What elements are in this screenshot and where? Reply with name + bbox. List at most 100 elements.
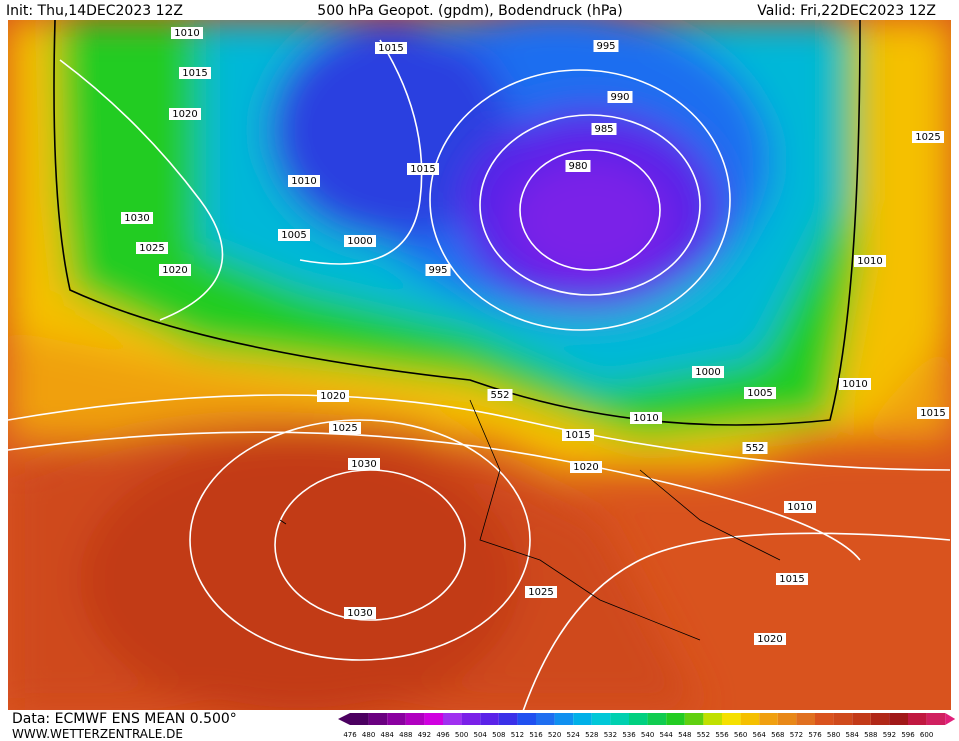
colorbar-arrow-left xyxy=(338,713,350,725)
colorbar-label: 532 xyxy=(604,731,617,739)
colorbar-swatch xyxy=(461,713,481,725)
colorbar-swatch xyxy=(647,713,667,725)
colorbar-label: 512 xyxy=(511,731,524,739)
isobar-label: 1025 xyxy=(915,132,940,143)
colorbar-label: 540 xyxy=(641,731,654,739)
colorbar-swatch xyxy=(480,713,499,725)
colorbar-label: 508 xyxy=(492,731,505,739)
isobar-label: 1005 xyxy=(281,230,306,241)
isobar-label: 552 xyxy=(490,390,509,401)
isobar-label-box xyxy=(754,633,786,645)
isobar-label-box xyxy=(570,461,602,473)
map-title: 500 hPa Geopot. (gpdm), Bodendruck (hPa) xyxy=(317,3,622,19)
colorbar-label: 560 xyxy=(734,731,747,739)
isobar-label-box xyxy=(121,212,153,224)
isobar-label-box xyxy=(487,389,513,401)
site-name: WWW.WETTERZENTRALE.DE xyxy=(12,727,183,741)
isobar-label-box xyxy=(317,390,349,402)
colorbar-label: 536 xyxy=(622,731,636,739)
colorbar-swatch xyxy=(703,713,722,725)
colorbar-swatch xyxy=(740,713,760,725)
colorbar-swatch xyxy=(796,713,815,725)
colorbar-label: 576 xyxy=(808,731,822,739)
colorbar-swatch xyxy=(870,713,890,725)
isobar-label: 985 xyxy=(594,124,613,135)
isobar-label: 1010 xyxy=(857,256,882,267)
isobar-label-box xyxy=(344,607,376,619)
isobar-label: 1030 xyxy=(124,213,149,224)
isobar-label-box xyxy=(136,242,168,254)
colorbar-swatch xyxy=(666,713,685,725)
isobar-label: 1015 xyxy=(920,408,945,419)
colorbar-label: 520 xyxy=(548,731,561,739)
isobar-label-box xyxy=(593,40,619,52)
init-label: Init: Thu,14DEC2023 12Z xyxy=(6,3,183,19)
colorbar-swatch xyxy=(443,713,462,725)
isobar-label-box xyxy=(344,235,376,247)
colorbar-swatch xyxy=(610,713,629,725)
isobar-label-box xyxy=(525,586,557,598)
isobar-label: 1025 xyxy=(139,243,164,254)
isobar-label: 980 xyxy=(568,161,587,172)
isobar-label: 1000 xyxy=(347,236,372,247)
colorbar-label: 580 xyxy=(827,731,840,739)
isobar-label-box xyxy=(179,67,211,79)
colorbar: 476 480 484 488 492 496 500 504 508 512 516 520 524 5… xyxy=(338,713,956,739)
isobar-label: 552 xyxy=(745,443,764,454)
isobar-label: 1015 xyxy=(378,43,403,54)
isobar-label-box xyxy=(912,131,944,143)
isobar-label-box xyxy=(742,442,768,454)
colorbar-label: 476 xyxy=(343,731,357,739)
isobar-label: 1010 xyxy=(291,176,316,187)
isobar-label-box xyxy=(278,229,310,241)
data-source: Data: ECMWF ENS MEAN 0.500° xyxy=(12,711,237,727)
isobar-label-box xyxy=(288,175,320,187)
colorbar-swatch xyxy=(405,713,425,725)
colorbar-label: 516 xyxy=(529,731,543,739)
isobar-label-box xyxy=(159,264,191,276)
isobar-label-box xyxy=(375,42,407,54)
colorbar-label: 600 xyxy=(920,731,933,739)
isobar-label: 1015 xyxy=(410,164,435,175)
colorbar-swatch xyxy=(629,713,648,725)
colorbar-swatch xyxy=(517,713,536,725)
map-field xyxy=(8,20,951,710)
isobar-label-box xyxy=(607,91,633,103)
isobar-label-box xyxy=(630,412,662,424)
colorbar-label: 528 xyxy=(585,731,598,739)
colorbar-label: 480 xyxy=(362,731,375,739)
isobar-label-box xyxy=(839,378,871,390)
colorbar-swatch xyxy=(908,713,927,725)
colorbar-swatch xyxy=(833,713,853,725)
colorbar-swatch xyxy=(722,713,741,725)
colorbar-label: 496 xyxy=(436,731,450,739)
colorbar-swatch xyxy=(368,713,388,725)
colorbar-swatch xyxy=(777,713,797,725)
isobar-label-box xyxy=(171,27,203,39)
isobar-label: 1025 xyxy=(332,423,357,434)
isobar-label: 990 xyxy=(610,92,629,103)
isobar-label-box xyxy=(169,108,201,120)
colorbar-label: 524 xyxy=(567,731,581,739)
colorbar-label: 592 xyxy=(883,731,896,739)
colorbar-label: 556 xyxy=(715,731,729,739)
colorbar-swatch xyxy=(852,713,871,725)
colorbar-label: 484 xyxy=(381,731,395,739)
isobar-label: 1025 xyxy=(528,587,553,598)
isobar-label-box xyxy=(407,163,439,175)
colorbar-swatch xyxy=(591,713,611,725)
colorbar-swatch xyxy=(926,713,946,725)
isobar-label-box xyxy=(917,407,949,419)
isobar-label: 1010 xyxy=(633,413,658,424)
isobar-label: 1020 xyxy=(757,634,782,645)
isobar-label: 1015 xyxy=(779,574,804,585)
colorbar-label: 544 xyxy=(660,731,674,739)
isobar-label-box xyxy=(329,422,361,434)
isobar-label: 1000 xyxy=(695,367,720,378)
colorbar-swatch xyxy=(815,713,834,725)
colorbar-label: 552 xyxy=(697,731,710,739)
colorbar-swatch xyxy=(536,713,555,725)
colorbar-swatch xyxy=(424,713,443,725)
isobar-label: 1020 xyxy=(172,109,197,120)
